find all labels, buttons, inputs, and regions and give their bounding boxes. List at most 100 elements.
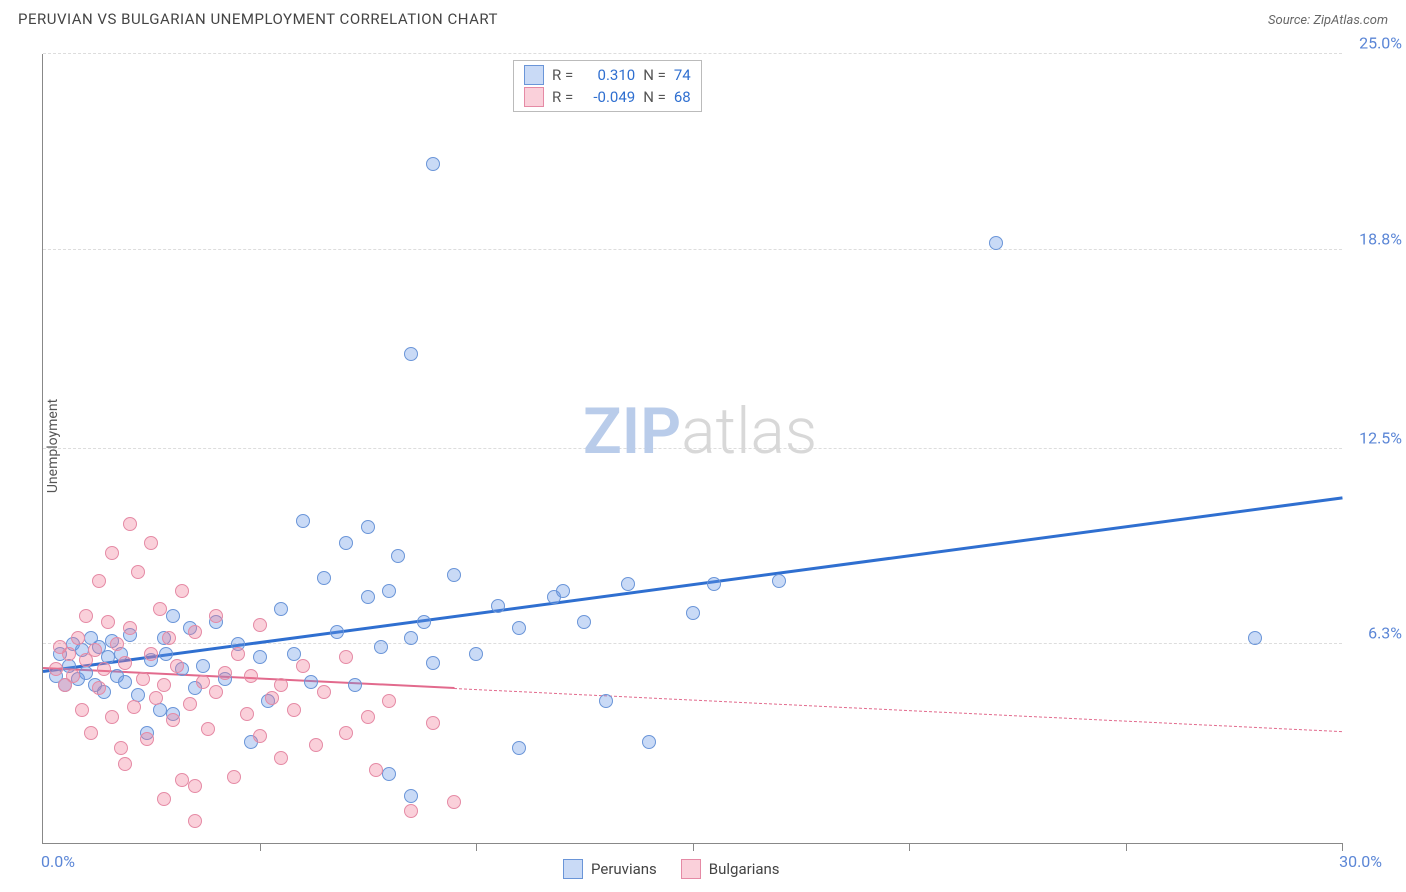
data-point [175,773,189,787]
data-point [309,738,323,752]
data-point [361,710,375,724]
legend-label: Bulgarians [709,860,780,878]
y-tick-label: 12.5% [1359,428,1402,447]
data-point [447,568,461,582]
data-point [123,517,137,531]
data-point [79,666,93,680]
data-point [686,606,700,620]
data-point [274,678,288,692]
plot-area: 6.3%12.5%18.8%25.0%0.0%30.0%ZIPatlasR =0… [42,54,1342,844]
x-origin-label: 0.0% [41,852,75,871]
data-point [157,792,171,806]
data-point [339,650,353,664]
data-point [153,602,167,616]
data-point [118,757,132,771]
data-point [772,574,786,588]
data-point [227,770,241,784]
data-point [166,713,180,727]
data-point [599,694,613,708]
data-point [512,741,526,755]
data-point [123,621,137,635]
data-point [382,767,396,781]
x-tick [1342,843,1343,851]
data-point [369,763,383,777]
data-point [157,678,171,692]
data-point [621,577,635,591]
legend-label: Peruvians [591,860,657,878]
data-point [140,732,154,746]
data-point [159,647,173,661]
data-point [175,584,189,598]
data-point [196,675,210,689]
data-point [92,574,106,588]
data-point [426,157,440,171]
data-point [105,710,119,724]
data-point [1248,631,1262,645]
data-point [253,650,267,664]
data-point [183,697,197,711]
data-point [127,700,141,714]
data-point [118,656,132,670]
data-point [512,621,526,635]
data-point [92,681,106,695]
data-point [79,609,93,623]
data-point [317,571,331,585]
stats-box: R =0.310N =74R =-0.049N =68 [513,60,702,112]
data-point [97,662,111,676]
x-tick [909,843,910,851]
data-point [274,602,288,616]
data-point [170,659,184,673]
stats-row: R =0.310N =74 [524,65,691,85]
legend-swatch [563,859,583,879]
x-tick [260,843,261,851]
legend-swatch [681,859,701,879]
data-point [274,751,288,765]
watermark: ZIPatlas [583,394,817,469]
stat-n-value: 74 [674,66,691,84]
data-point [296,659,310,673]
data-point [348,678,362,692]
gridline-h [43,249,1342,250]
data-point [382,694,396,708]
legend-item: Peruvians [563,859,657,879]
stat-n-value: 68 [674,88,691,106]
data-point [989,236,1003,250]
data-point [71,631,85,645]
data-point [244,669,258,683]
plot-wrapper: 6.3%12.5%18.8%25.0%0.0%30.0%ZIPatlasR =0… [42,54,1342,844]
data-point [84,726,98,740]
y-tick-label: 25.0% [1359,34,1402,53]
data-point [196,659,210,673]
y-tick-label: 6.3% [1368,624,1402,643]
data-point [49,662,63,676]
data-point [469,647,483,661]
data-point [361,590,375,604]
data-point [101,615,115,629]
data-point [209,685,223,699]
data-point [144,647,158,661]
chart-title: PERUVIAN VS BULGARIAN UNEMPLOYMENT CORRE… [18,10,498,28]
stats-row: R =-0.049N =68 [524,87,691,107]
data-point [556,584,570,598]
data-point [136,672,150,686]
data-point [75,703,89,717]
data-point [404,631,418,645]
data-point [188,814,202,828]
data-point [304,675,318,689]
data-point [201,722,215,736]
x-max-label: 30.0% [1339,852,1382,871]
stat-r-value: 0.310 [581,66,635,84]
data-point [110,637,124,651]
data-point [66,669,80,683]
data-point [491,599,505,613]
data-point [404,804,418,818]
data-point [114,741,128,755]
data-point [577,615,591,629]
data-point [240,707,254,721]
data-point [287,703,301,717]
data-point [404,789,418,803]
data-point [317,685,331,699]
data-point [153,703,167,717]
data-point [88,643,102,657]
data-point [361,520,375,534]
